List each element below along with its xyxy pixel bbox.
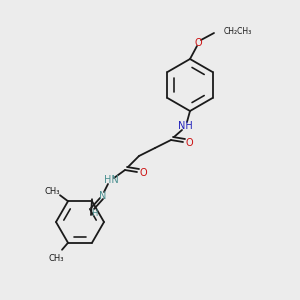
Text: HN: HN [103,175,118,185]
Text: O: O [185,138,193,148]
Text: H: H [91,208,97,217]
Text: N: N [99,191,107,201]
Text: CH₃: CH₃ [48,254,64,263]
Text: O: O [139,168,147,178]
Text: O: O [194,38,202,48]
Text: NH: NH [178,121,192,131]
Text: CH₂CH₃: CH₂CH₃ [224,26,252,35]
Text: CH₃: CH₃ [44,187,60,196]
